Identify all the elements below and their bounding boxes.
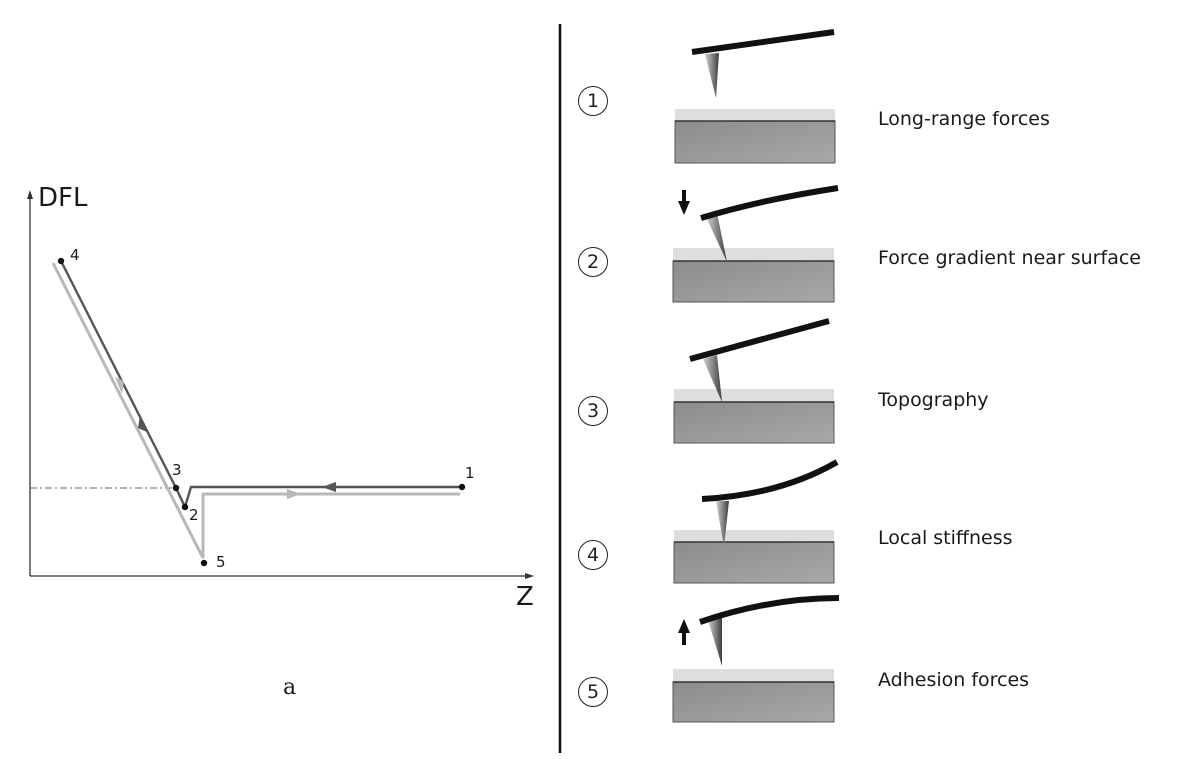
approach-direction-arrow bbox=[322, 482, 336, 492]
y-axis-label: DFL bbox=[38, 183, 88, 213]
point-3-label: 3 bbox=[172, 461, 182, 479]
stage-2-label: Force gradient near surface bbox=[878, 247, 1141, 269]
stage-3-illustration bbox=[673, 318, 835, 444]
point-4-marker bbox=[57, 257, 65, 265]
stage-3-surface-layer bbox=[674, 389, 834, 402]
stage-5-surface-layer bbox=[673, 669, 834, 682]
stage-4-tip bbox=[716, 501, 729, 547]
stage-4-substrate bbox=[673, 541, 835, 584]
stage-4-surface-layer bbox=[674, 530, 834, 542]
stage-1-surface-layer bbox=[675, 109, 835, 121]
stage-4-label: Local stiffness bbox=[878, 527, 1013, 549]
stage-5-tip bbox=[708, 618, 722, 666]
point-3-marker bbox=[172, 484, 180, 492]
point-2-marker bbox=[181, 503, 189, 511]
stage-2-number: 2 bbox=[578, 247, 608, 277]
approach-up-arrow bbox=[138, 415, 147, 432]
figure-caption: a bbox=[283, 675, 297, 700]
stage-2-surface-layer bbox=[673, 248, 834, 261]
stage-2-cantilever bbox=[700, 185, 839, 221]
stage-5-substrate bbox=[672, 681, 835, 723]
stage-5-up-arrow bbox=[678, 619, 690, 645]
point-2-label: 2 bbox=[189, 506, 199, 524]
stage-4-cantilever bbox=[701, 459, 839, 502]
stage-1-tip bbox=[705, 53, 719, 98]
retract-curve bbox=[51, 262, 460, 559]
x-axis-label: Z bbox=[516, 582, 534, 612]
stage-4-illustration bbox=[673, 459, 839, 584]
stage-2-tip bbox=[706, 213, 727, 262]
stage-1-cantilever bbox=[691, 29, 835, 55]
stage-3-cantilever bbox=[689, 318, 830, 362]
point-1-label: 1 bbox=[465, 464, 475, 482]
stage-3-tip bbox=[703, 355, 722, 402]
point-5-marker bbox=[200, 559, 208, 567]
stage-4-number: 4 bbox=[578, 540, 608, 570]
stage-2-illustration bbox=[672, 185, 839, 303]
stage-3-substrate bbox=[673, 401, 835, 444]
point-1-marker bbox=[458, 483, 466, 491]
stage-2-substrate bbox=[672, 260, 835, 303]
retract-direction-arrow bbox=[287, 489, 301, 499]
stage-1-substrate bbox=[674, 120, 836, 164]
stage-3-label: Topography bbox=[878, 389, 989, 411]
stage-5-number: 5 bbox=[578, 677, 608, 707]
stage-1-number: 1 bbox=[578, 86, 608, 116]
stage-2-down-arrow bbox=[678, 190, 690, 215]
point-5-label: 5 bbox=[216, 553, 226, 571]
stage-5-label: Adhesion forces bbox=[878, 669, 1030, 691]
y-axis-arrowhead bbox=[27, 190, 33, 199]
x-axis-arrowhead bbox=[525, 573, 534, 579]
stage-5-cantilever bbox=[699, 595, 840, 625]
retract-down-arrow bbox=[115, 377, 124, 394]
point-4-label: 4 bbox=[70, 246, 80, 264]
stage-1-label: Long-range forces bbox=[878, 108, 1050, 130]
stage-5-illustration bbox=[672, 595, 840, 723]
stage-1-illustration bbox=[674, 29, 836, 164]
stage-3-number: 3 bbox=[578, 396, 608, 426]
